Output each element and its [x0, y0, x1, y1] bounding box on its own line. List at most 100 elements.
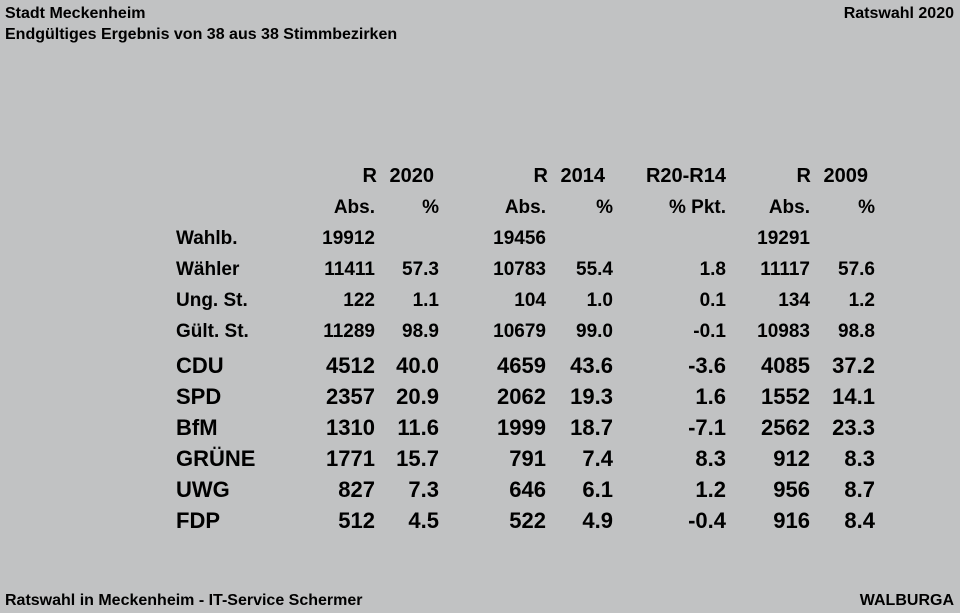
cell-abs-2020: 4512 [326, 353, 375, 378]
table-row: Gült. St. 11289 98.9 10679 99.0 -0.1 10983 98.8 [176, 316, 875, 347]
cell-pct-2020: 15.7 [396, 446, 439, 471]
sub-header-abs-2014: Abs. [504, 197, 546, 218]
group-header-r2020: R 2020 [362, 165, 435, 187]
group-header-row: R 2020 R 2014 R20-R14 R 2009 [176, 161, 875, 192]
results-table: R 2020 R 2014 R20-R14 R 2009 Abs. % Abs.… [176, 161, 875, 536]
cell-abs-2009: 4085 [761, 353, 810, 378]
cell-pct-2009: 37.2 [832, 353, 875, 378]
cell-abs-2020: 11289 [323, 321, 375, 342]
cell-pct-2014: 4.9 [582, 508, 613, 533]
table-row: GRÜNE 1771 15.7 791 7.4 8.3 912 8.3 [176, 443, 875, 474]
cell-abs-2020: 11411 [324, 259, 375, 280]
cell-pkt-diff: 1.6 [695, 384, 726, 409]
sub-header-pct-2009: % [858, 197, 875, 218]
group-header-r20-r14: R20-R14 [645, 165, 726, 187]
cell-pct-2014: 43.6 [570, 353, 613, 378]
cell-abs-2020: 1771 [326, 446, 375, 471]
cell-pct-2020: 57.3 [402, 259, 439, 280]
cell-pct-2009: 1.2 [848, 290, 875, 311]
page-header: Stadt Meckenheim Endgültiges Ergebnis vo… [5, 3, 397, 45]
table-row: Ung. St. 122 1.1 104 1.0 0.1 134 1.2 [176, 285, 875, 316]
cell-pct-2020: 4.5 [408, 508, 439, 533]
cell-pkt-diff: -0.1 [693, 321, 726, 342]
cell-pct-2020: 1.1 [412, 290, 439, 311]
cell-abs-2009: 10983 [757, 321, 810, 342]
cell-abs-2020: 2357 [326, 384, 375, 409]
software-name: WALBURGA [859, 592, 954, 609]
cell-abs-2009: 11117 [760, 259, 810, 280]
table-row: UWG 827 7.3 646 6.1 1.2 956 8.7 [176, 474, 875, 505]
cell-abs-2009: 1552 [761, 384, 810, 409]
cell-abs-2014: 646 [509, 477, 546, 502]
table-body: Wahlb. 19912 19456 19291 Wähler 11411 57.3 1078… [176, 223, 875, 536]
cell-abs-2020: 1310 [326, 415, 375, 440]
cell-pct-2009: 14.1 [832, 384, 875, 409]
row-label: Wahlb. [176, 228, 238, 249]
cell-pkt-diff: -3.6 [688, 353, 726, 378]
table-row: BfM 1310 11.6 1999 18.7 -7.1 2562 23.3 [176, 412, 875, 443]
cell-pct-2020: 7.3 [408, 477, 439, 502]
table-row: Wähler 11411 57.3 10783 55.4 1.8 11117 57.6 [176, 254, 875, 285]
row-label: Ung. St. [176, 290, 248, 311]
cell-pct-2009: 8.7 [844, 477, 875, 502]
cell-pct-2014: 7.4 [582, 446, 613, 471]
cell-abs-2020: 827 [338, 477, 375, 502]
cell-pct-2014: 55.4 [576, 259, 613, 280]
table-row: SPD 2357 20.9 2062 19.3 1.6 1552 14.1 [176, 381, 875, 412]
cell-pct-2009: 8.3 [844, 446, 875, 471]
row-label: Wähler [176, 259, 240, 280]
cell-abs-2014: 1999 [497, 415, 546, 440]
cell-abs-2014: 10679 [493, 321, 546, 342]
group-header-spacer [176, 161, 306, 192]
cell-pct-2020 [375, 223, 439, 254]
cell-abs-2020: 19912 [322, 228, 375, 249]
group-header-r2014: R 2014 [533, 165, 606, 187]
cell-pct-2009 [810, 223, 875, 254]
cell-pct-2020: 11.6 [397, 415, 439, 440]
cell-pct-2020: 40.0 [396, 353, 439, 378]
footer-credit: Ratswahl in Meckenheim - IT-Service Sche… [5, 592, 363, 609]
cell-pct-2014: 99.0 [576, 321, 613, 342]
cell-pct-2009: 8.4 [844, 508, 875, 533]
cell-abs-2009: 2562 [761, 415, 810, 440]
page-title: Stadt Meckenheim [5, 5, 146, 22]
cell-abs-2014: 10783 [493, 259, 546, 280]
cell-pkt-diff [613, 223, 726, 254]
counting-status: Endgültiges Ergebnis von 38 aus 38 Stimm… [5, 26, 398, 43]
cell-pct-2020: 20.9 [396, 384, 439, 409]
sub-header-pct-2020: % [422, 197, 439, 218]
cell-pkt-diff: 0.1 [699, 290, 726, 311]
cell-abs-2009: 916 [773, 508, 810, 533]
row-label: UWG [176, 477, 230, 502]
cell-abs-2014: 791 [509, 446, 546, 471]
row-label: FDP [176, 508, 220, 533]
cell-pkt-diff: 1.8 [699, 259, 726, 280]
sub-header-pkt-diff: % Pkt. [668, 197, 726, 218]
row-label: GRÜNE [176, 446, 256, 471]
cell-abs-2014: 19456 [493, 228, 546, 249]
sub-header-abs-2020: Abs. [333, 197, 375, 218]
cell-abs-2020: 512 [338, 508, 375, 533]
table-row: FDP 512 4.5 522 4.9 -0.4 916 8.4 [176, 505, 875, 536]
cell-abs-2009: 912 [773, 446, 810, 471]
election-label: Ratswahl 2020 [843, 5, 954, 22]
cell-pct-2009: 57.6 [838, 259, 875, 280]
cell-abs-2009: 19291 [757, 228, 810, 249]
group-header-r2009: R 2009 [796, 165, 869, 187]
table-row: Wahlb. 19912 19456 19291 [176, 223, 875, 254]
sub-header-row: Abs. % Abs. % % Pkt. Abs. % [176, 192, 875, 223]
row-label: Gült. St. [176, 321, 249, 342]
table-row: CDU 4512 40.0 4659 43.6 -3.6 4085 37.2 [176, 350, 875, 381]
cell-pkt-diff: 1.2 [695, 477, 726, 502]
row-label: CDU [176, 353, 224, 378]
cell-pct-2014: 19.3 [570, 384, 613, 409]
cell-abs-2014: 104 [514, 290, 546, 311]
cell-pkt-diff: -7.1 [688, 415, 726, 440]
cell-abs-2009: 134 [778, 290, 810, 311]
row-label: BfM [176, 415, 218, 440]
cell-pkt-diff: 8.3 [695, 446, 726, 471]
cell-abs-2020: 122 [343, 290, 375, 311]
row-label: SPD [176, 384, 222, 409]
cell-abs-2009: 956 [773, 477, 810, 502]
